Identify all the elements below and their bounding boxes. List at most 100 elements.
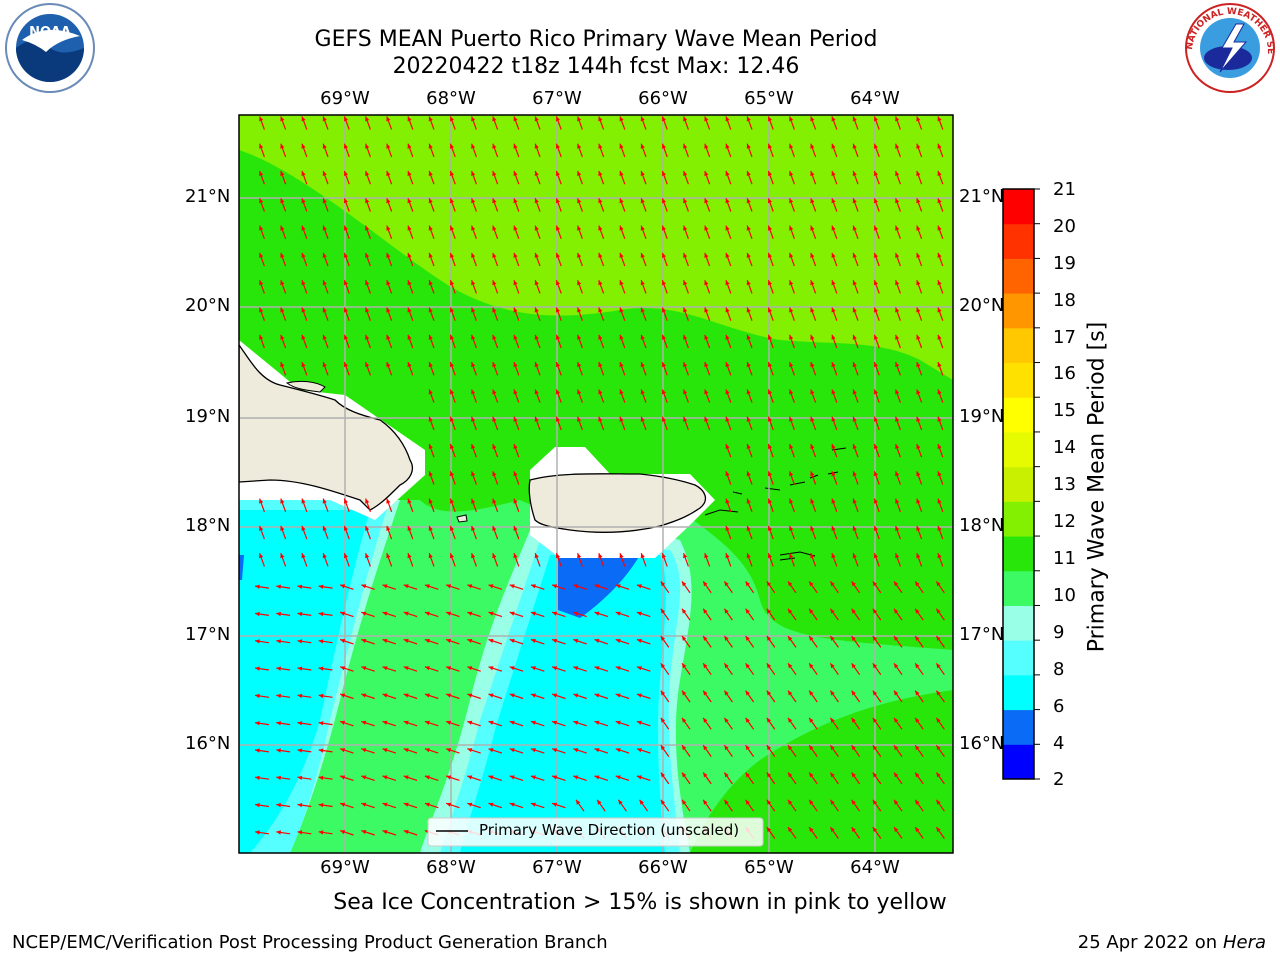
wave-arrow-head [534,362,539,368]
colorbar-tick-14: 14 [1053,437,1076,458]
lat-label-left-16n: 16°N [185,733,231,754]
graticule [239,115,953,853]
wave-arrow-head [576,799,581,805]
wave-arrow-head [598,307,603,313]
wave-arrow-head [534,307,539,313]
wave-arrow-head [894,772,899,778]
wave-arrow-head [895,307,900,313]
wave-arrow-head [615,666,621,671]
wave-arrow-head [895,525,900,531]
wave-arrow-head [361,693,367,698]
wave-arrow-head [619,143,624,149]
colorbar-tick-21: 21 [1053,179,1076,200]
wave-arrow-head [301,307,306,313]
colorbar-tick-8: 8 [1053,659,1065,680]
wave-arrow-head [577,389,582,395]
wave-arrow-head [767,307,772,313]
wave-arrow-head [534,143,539,149]
wave-arrow-head [322,143,327,149]
wave-arrow-head [766,636,772,641]
wave-arrow-head [937,553,942,559]
wave-arrow-head [636,748,642,753]
wave-arrow-head [318,584,324,589]
wave-arrow-head [767,171,772,176]
wave-arrow-head [259,116,264,122]
wave-arrow-head [386,280,391,286]
wave-arrow-head [640,198,645,204]
wave-arrow-head [704,307,709,313]
wave-arrow-head [492,362,497,368]
wave-arrow-head [343,498,348,504]
wave-arrow-head [577,252,582,258]
wave-arrow-head [301,143,306,149]
colorbar-band [1003,223,1034,259]
wave-arrow-head [259,334,264,340]
wave-arrow-head [636,720,642,725]
wave-arrow-head [280,171,285,176]
wave-arrow-head [471,362,476,368]
wave-arrow-head [873,171,878,176]
wave-arrow-head [488,720,494,725]
wave-arrow-head [640,143,645,149]
wave-arrow-head [467,802,473,807]
wave-arrow-head [280,198,285,204]
wave-arrow-head [467,693,473,698]
wave-arrow-head [488,611,494,616]
wave-arrow-head [852,198,857,204]
wave-arrow-head [492,280,497,286]
wave-arrow-head [788,636,793,641]
wave-arrow-head [513,225,518,231]
colorbar-tick-20: 20 [1053,216,1076,237]
wave-arrow-head [915,663,920,669]
wave-arrow-head [895,252,900,258]
wave-arrow-head [725,389,730,395]
wave-arrow-head [386,525,391,531]
wave-arrow-head [810,362,815,368]
wave-arrow-head [449,171,454,176]
wave-arrow-head [704,362,709,368]
wave-arrow-head [594,638,600,643]
wave-arrow-head [424,775,430,780]
wave-arrow-head [318,639,324,644]
wave-arrow-head [467,666,473,671]
wave-arrow-head [810,280,815,286]
wave-arrow-head [851,663,856,669]
wave-arrow-head [788,745,793,751]
map-frame [238,114,954,854]
wave-arrow-head [552,638,558,643]
wave-arrow-head [340,693,346,698]
map-legend [427,817,764,847]
wave-arrow-head [936,745,941,751]
wave-arrow-head [852,171,857,176]
wave-arrow-head [640,171,645,176]
wave-arrow-head [916,307,921,313]
wave-arrow-head [407,498,412,504]
wave-arrow-head [767,525,772,531]
wave-arrow-head [745,745,750,751]
wave-arrow-head [386,252,391,258]
wave-arrow-head [424,748,430,753]
wave-arrow-head [810,171,815,176]
wave-arrow-head [851,799,856,805]
wave-arrow-head [340,775,346,780]
wave-arrow-head [894,799,899,805]
colorbar-band [1003,640,1034,676]
wave-arrow-head [577,280,582,286]
wave-arrow-head [365,498,370,504]
wave-arrow-head [852,252,857,258]
wave-arrow-head [276,584,281,589]
wave-arrow-head [365,116,370,122]
wave-arrow-head [661,307,666,313]
wave-arrow-head [424,720,430,725]
wave-arrow-head [322,525,327,531]
wave-arrow-head [724,772,729,778]
wave-arrow-head [534,225,539,231]
wave-arrow-head [301,252,306,258]
wave-arrow-head [255,611,260,617]
wave-arrow-head [639,799,644,805]
wave-arrow-head [767,498,772,504]
wave-arrow-head [424,666,430,671]
wave-arrow-head [276,748,281,753]
wave-arrow-head [788,717,793,723]
